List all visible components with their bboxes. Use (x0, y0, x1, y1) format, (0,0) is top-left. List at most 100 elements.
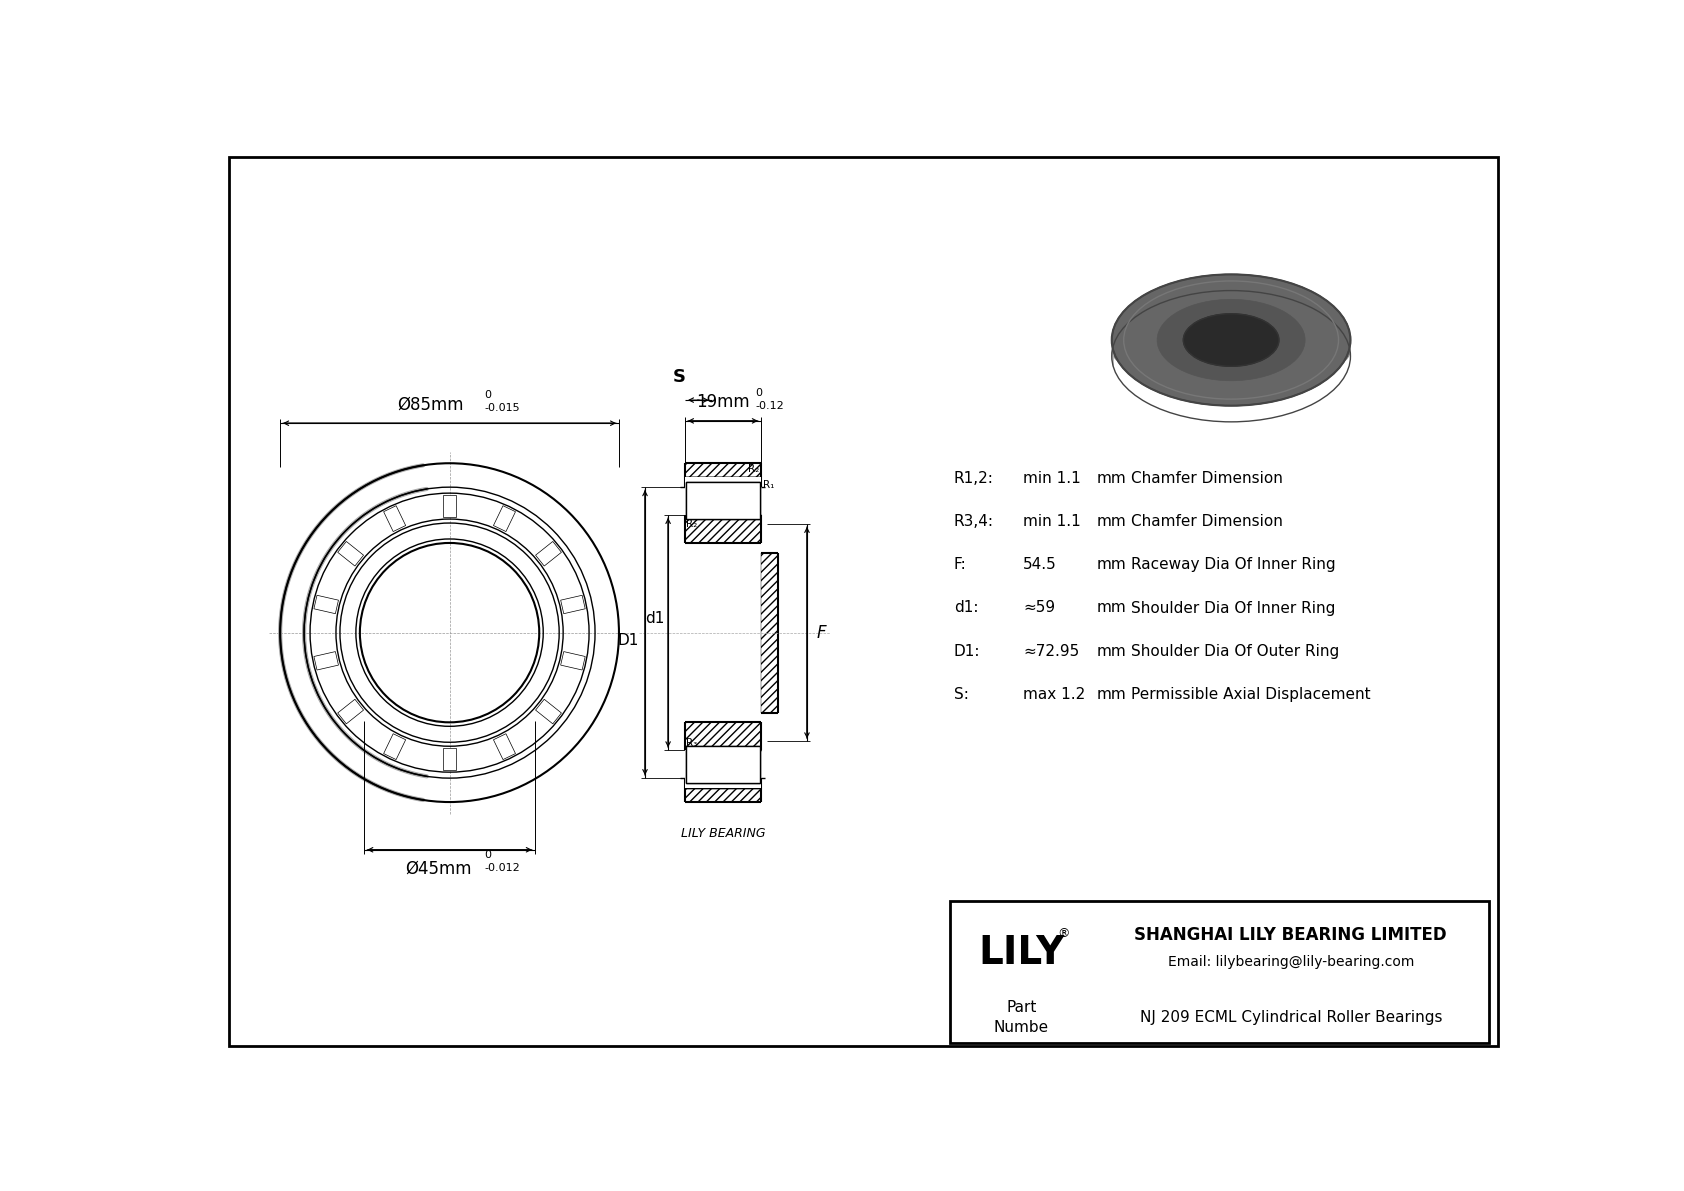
Polygon shape (1280, 280, 1287, 298)
Polygon shape (443, 495, 456, 517)
Text: Chamfer Dimension: Chamfer Dimension (1132, 472, 1283, 486)
Polygon shape (1132, 300, 1135, 320)
Polygon shape (1330, 304, 1335, 324)
Text: d1: d1 (645, 611, 663, 626)
Text: -0.012: -0.012 (485, 862, 520, 873)
Text: F: F (817, 624, 825, 642)
Polygon shape (1191, 278, 1197, 294)
Text: ≈72.95: ≈72.95 (1024, 643, 1079, 659)
Bar (685, 463, 761, 478)
Text: Ø85mm: Ø85mm (397, 395, 463, 413)
Text: Chamfer Dimension: Chamfer Dimension (1132, 515, 1283, 529)
Text: S: S (672, 368, 685, 386)
Bar (685, 482, 759, 519)
Text: Ø45mm: Ø45mm (404, 860, 472, 878)
Text: Permissible Axial Displacement: Permissible Axial Displacement (1132, 687, 1371, 701)
Polygon shape (1342, 316, 1344, 335)
Bar (761, 553, 778, 712)
Text: 0: 0 (754, 388, 763, 398)
Polygon shape (1234, 274, 1243, 291)
Polygon shape (313, 596, 338, 613)
Polygon shape (1212, 275, 1219, 292)
Polygon shape (493, 734, 515, 760)
Bar (685, 478, 761, 515)
Polygon shape (1250, 275, 1258, 292)
Text: ®: ® (1058, 927, 1069, 940)
Text: 0: 0 (485, 391, 492, 400)
Ellipse shape (1184, 313, 1278, 367)
Polygon shape (1152, 288, 1157, 307)
Bar (685, 482, 759, 519)
Text: mm: mm (1096, 643, 1127, 659)
Text: D1:: D1: (953, 643, 980, 659)
Polygon shape (1298, 286, 1305, 305)
Text: 19mm: 19mm (695, 393, 749, 411)
Polygon shape (1115, 323, 1116, 343)
Text: R₁: R₁ (763, 480, 775, 491)
Polygon shape (1322, 298, 1327, 317)
Polygon shape (1327, 300, 1330, 320)
Polygon shape (1164, 283, 1169, 303)
Text: R₂: R₂ (685, 519, 697, 529)
Polygon shape (1169, 282, 1175, 300)
Text: Shoulder Dia Of Inner Ring: Shoulder Dia Of Inner Ring (1132, 600, 1335, 616)
Text: R3,4:: R3,4: (953, 515, 994, 529)
Text: S:: S: (953, 687, 968, 701)
Polygon shape (1127, 304, 1132, 324)
Polygon shape (1347, 323, 1349, 343)
Text: ≈59: ≈59 (1024, 600, 1056, 616)
Text: R₃: R₃ (748, 775, 759, 785)
Text: R₁: R₁ (685, 504, 697, 513)
Bar (685, 515, 761, 543)
Text: min 1.1: min 1.1 (1024, 472, 1081, 486)
Text: min 1.1: min 1.1 (1024, 515, 1081, 529)
Polygon shape (1287, 282, 1293, 300)
Polygon shape (1243, 275, 1250, 292)
Polygon shape (1175, 280, 1182, 298)
Polygon shape (1219, 274, 1228, 291)
Polygon shape (1182, 279, 1191, 297)
Polygon shape (561, 651, 586, 671)
Bar (685, 722, 761, 750)
Text: 54.5: 54.5 (1024, 557, 1058, 573)
Polygon shape (536, 699, 561, 724)
Ellipse shape (1157, 299, 1305, 381)
Text: mm: mm (1096, 687, 1127, 701)
Polygon shape (1204, 275, 1212, 292)
Polygon shape (313, 651, 338, 671)
Polygon shape (561, 596, 586, 613)
Text: mm: mm (1096, 600, 1127, 616)
Polygon shape (1265, 278, 1271, 294)
Bar (950, 900, 1489, 1043)
Polygon shape (1293, 283, 1298, 303)
Ellipse shape (1111, 274, 1351, 406)
Bar (685, 747, 759, 782)
Text: SHANGHAI LILY BEARING LIMITED: SHANGHAI LILY BEARING LIMITED (1135, 925, 1447, 943)
Polygon shape (384, 506, 406, 531)
Text: F:: F: (953, 557, 967, 573)
Polygon shape (1317, 294, 1322, 313)
Text: 0: 0 (485, 850, 492, 860)
Polygon shape (1135, 298, 1140, 317)
Polygon shape (1145, 292, 1152, 311)
Text: R₃: R₃ (685, 738, 697, 748)
Polygon shape (1271, 279, 1280, 297)
Polygon shape (1197, 276, 1204, 293)
Polygon shape (1335, 307, 1339, 328)
Polygon shape (1258, 276, 1265, 293)
Polygon shape (1157, 286, 1164, 305)
Text: -0.015: -0.015 (485, 404, 520, 413)
Text: Shoulder Dia Of Outer Ring: Shoulder Dia Of Outer Ring (1132, 643, 1339, 659)
Ellipse shape (1184, 313, 1278, 367)
Polygon shape (338, 542, 364, 566)
Text: max 1.2: max 1.2 (1024, 687, 1086, 701)
Text: mm: mm (1096, 515, 1127, 529)
Text: LILY: LILY (978, 934, 1064, 972)
Polygon shape (338, 699, 364, 724)
Ellipse shape (1111, 319, 1351, 385)
Polygon shape (1120, 311, 1123, 331)
Polygon shape (1305, 288, 1312, 307)
Text: d1:: d1: (953, 600, 978, 616)
Text: R1,2:: R1,2: (953, 472, 994, 486)
Polygon shape (493, 506, 515, 531)
